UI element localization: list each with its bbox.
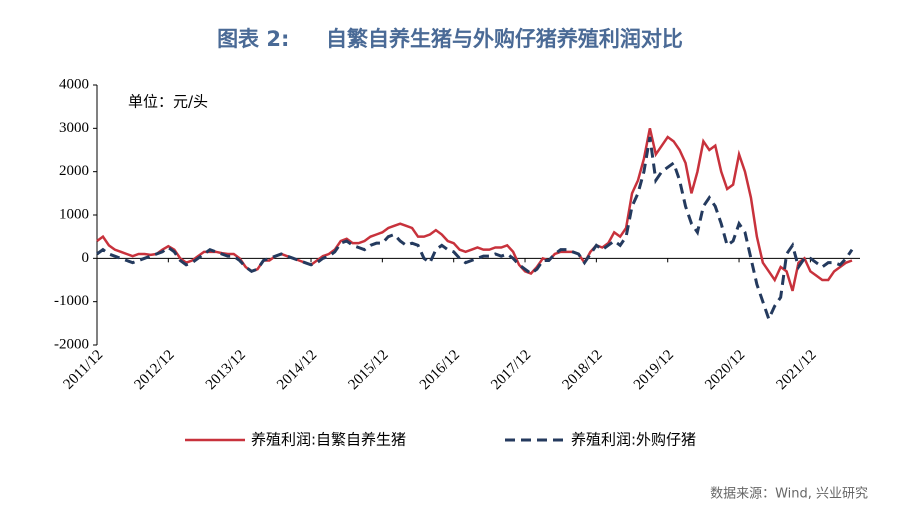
x-tick-label: 2011/12 xyxy=(61,347,107,393)
chart-title: 图表 2: 自繁自养生猪与外购仔猪养殖利润对比 xyxy=(217,27,683,51)
unit-annotation: 单位：元/头 xyxy=(128,93,208,111)
x-tick-label: 2014/12 xyxy=(274,347,320,393)
y-tick-label: 1000 xyxy=(59,206,89,222)
x-tick-label: 2020/12 xyxy=(702,347,748,393)
x-tick-label: 2019/12 xyxy=(631,347,677,393)
y-tick-label: 2000 xyxy=(59,163,89,179)
y-tick-label: 3000 xyxy=(59,120,89,136)
legend-label: 养殖利润:外购仔猪 xyxy=(571,431,696,449)
x-tick-label: 2012/12 xyxy=(132,347,178,393)
series-line xyxy=(96,128,853,292)
series-line xyxy=(96,136,854,324)
y-tick-label: -2000 xyxy=(54,336,89,352)
x-tick-label: 2015/12 xyxy=(346,347,392,393)
x-tick-label: 2013/12 xyxy=(203,347,249,393)
y-tick-label: 0 xyxy=(82,250,90,266)
x-tick-label: 2016/12 xyxy=(417,347,463,393)
y-tick-label: 4000 xyxy=(59,76,89,92)
source: 数据来源：Wind, 兴业研究 xyxy=(710,487,868,502)
legend-label: 养殖利润:自繁自养生猪 xyxy=(251,431,406,449)
x-tick-label: 2018/12 xyxy=(560,347,606,393)
y-tick-label: -1000 xyxy=(54,293,89,309)
x-tick-label: 2021/12 xyxy=(774,347,820,393)
x-tick-label: 2017/12 xyxy=(488,347,534,393)
